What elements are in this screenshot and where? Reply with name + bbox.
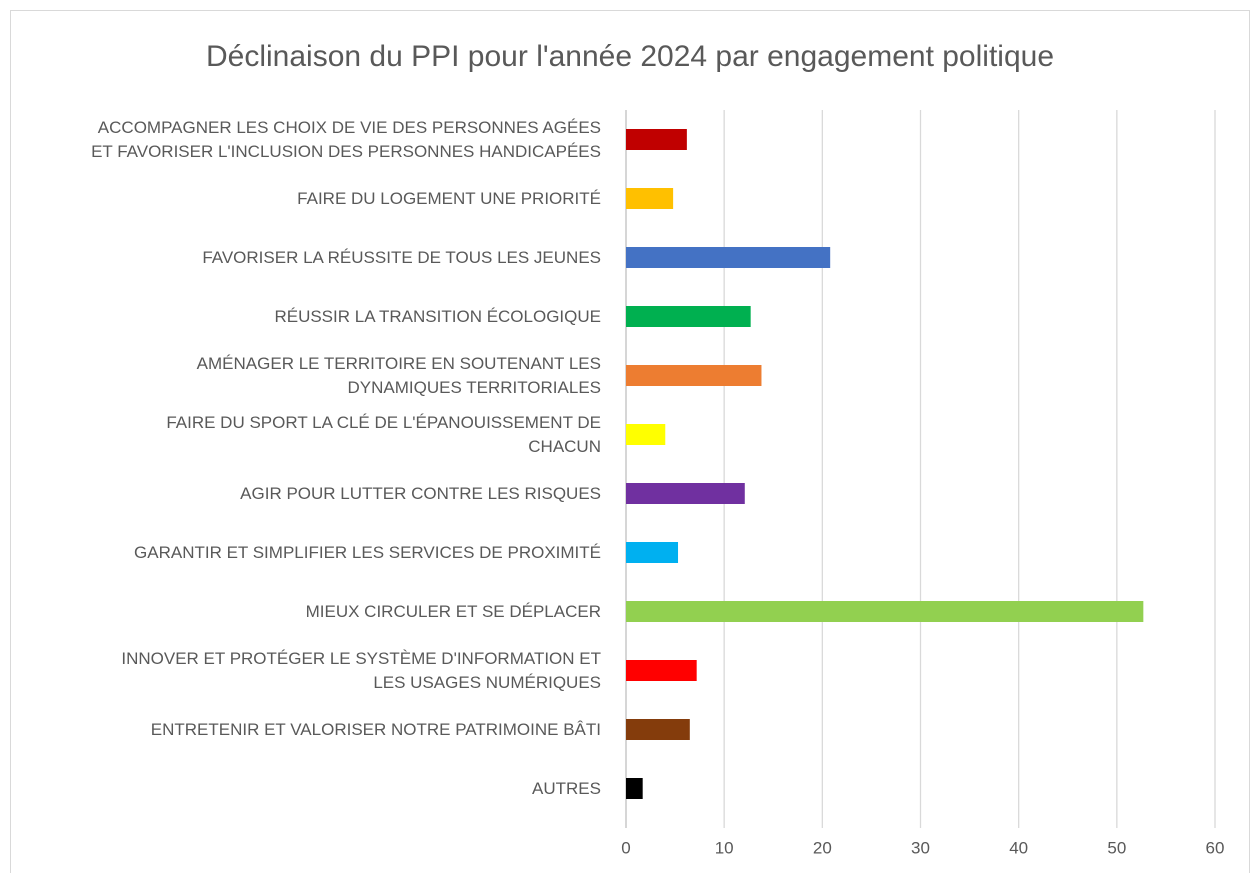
chart-title: Déclinaison du PPI pour l'année 2024 par… (206, 40, 1054, 73)
bar (626, 778, 643, 799)
y-tick-label: INNOVER ET PROTÉGER LE SYSTÈME D'INFORMA… (121, 648, 601, 692)
bar (626, 601, 1144, 622)
bar (626, 542, 679, 563)
y-tick-label: FAIRE DU SPORT LA CLÉ DE L'ÉPANOUISSEMEN… (166, 412, 601, 456)
y-tick-label: MIEUX CIRCULER ET SE DÉPLACER (305, 601, 601, 621)
bar (626, 483, 745, 504)
x-tick-label: 0 (621, 838, 630, 857)
y-tick-label: FAVORISER LA RÉUSSITE DE TOUS LES JEUNES (202, 247, 601, 267)
x-tick-label: 10 (715, 838, 734, 857)
y-tick-label: AUTRES (532, 778, 601, 798)
bar (626, 247, 831, 268)
y-tick-label: AMÉNAGER LE TERRITOIRE EN SOUTENANT LES … (196, 353, 601, 397)
bar (626, 306, 751, 327)
bar (626, 660, 697, 681)
bar (626, 129, 687, 150)
bar (626, 424, 666, 445)
y-tick-label: ACCOMPAGNER LES CHOIX DE VIE DES PERSONN… (91, 117, 601, 161)
x-tick-label: 30 (911, 838, 930, 857)
bar (626, 188, 674, 209)
y-tick-label: ENTRETENIR ET VALORISER NOTRE PATRIMOINE… (150, 719, 601, 739)
y-tick-label: FAIRE DU LOGEMENT UNE PRIORITÉ (297, 188, 601, 208)
x-tick-label: 50 (1107, 838, 1126, 857)
y-tick-label: RÉUSSIR LA TRANSITION ÉCOLOGIQUE (274, 306, 601, 326)
y-tick-label: AGIR POUR LUTTER CONTRE LES RISQUES (240, 483, 601, 503)
x-tick-label: 20 (813, 838, 832, 857)
bar (626, 365, 762, 386)
y-tick-label: GARANTIR ET SIMPLIFIER LES SERVICES DE P… (134, 542, 601, 562)
x-tick-label: 60 (1206, 838, 1225, 857)
x-tick-label: 40 (1009, 838, 1028, 857)
bar (626, 719, 690, 740)
